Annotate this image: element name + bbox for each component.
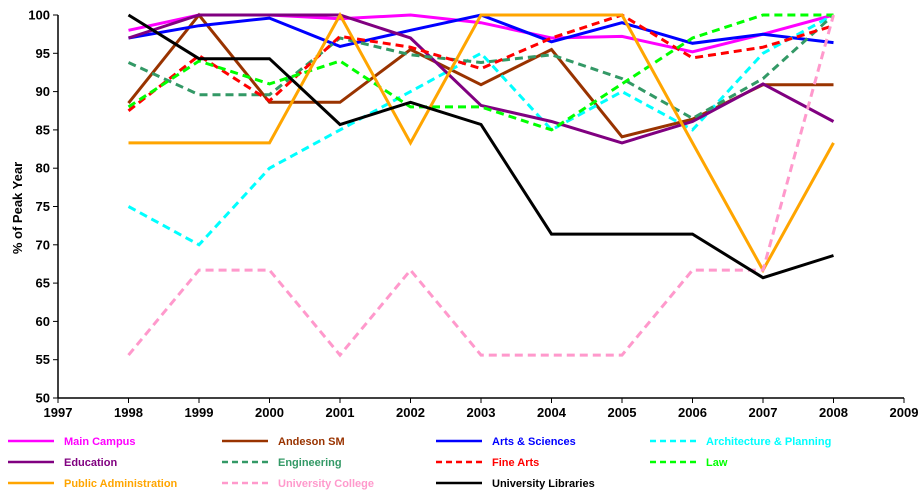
series-line bbox=[127, 13, 835, 247]
legend-label: Public Administration bbox=[64, 478, 178, 490]
legend: Main Campus Andeson SM Arts & Sciences Arch… bbox=[8, 436, 831, 490]
x-tick-label: 2004 bbox=[537, 405, 567, 420]
series-line bbox=[127, 13, 834, 112]
legend-label: Andeson SM bbox=[278, 436, 345, 448]
series-line bbox=[127, 14, 835, 358]
series-line bbox=[127, 13, 834, 132]
x-tick-label: 2008 bbox=[819, 405, 848, 420]
series-layer bbox=[127, 11, 835, 358]
ticks-layer: 50 55 60 65 70 75 80 85 90 95 100 1997 1998 1999 2000 2… bbox=[28, 8, 918, 421]
legend-label: University College bbox=[278, 478, 374, 490]
x-tick-label: 2005 bbox=[608, 405, 637, 420]
y-tick-label: 75 bbox=[36, 199, 50, 214]
x-tick-label: 2001 bbox=[326, 405, 355, 420]
series-line bbox=[127, 13, 835, 121]
series-line bbox=[127, 13, 834, 280]
x-tick-label: 2002 bbox=[396, 405, 425, 420]
x-tick-label: 2007 bbox=[749, 405, 778, 420]
legend-label: Fine Arts bbox=[492, 457, 539, 469]
legend-label: Arts & Sciences bbox=[492, 436, 576, 448]
x-tick-label: 2003 bbox=[467, 405, 496, 420]
series-line bbox=[128, 13, 835, 145]
y-tick-label: 55 bbox=[36, 352, 50, 367]
legend-label: Main Campus bbox=[64, 436, 136, 448]
y-tick-label: 80 bbox=[36, 161, 50, 176]
legend-label: University Libraries bbox=[492, 478, 595, 490]
legend-label: Architecture & Planning bbox=[706, 436, 831, 448]
x-tick-label: 2000 bbox=[255, 405, 284, 420]
x-tick-label: 1999 bbox=[185, 405, 214, 420]
y-tick-label: 90 bbox=[36, 84, 50, 99]
x-tick-label: 2009 bbox=[890, 405, 919, 420]
y-tick-label: 100 bbox=[28, 8, 50, 23]
legend-label: Law bbox=[706, 457, 728, 469]
x-tick-label: 1998 bbox=[114, 405, 143, 420]
series-line bbox=[128, 11, 835, 274]
legend-label: Education bbox=[64, 457, 117, 469]
y-tick-label: 70 bbox=[36, 237, 50, 252]
y-tick-label: 95 bbox=[36, 46, 50, 61]
legend-label: Engineering bbox=[278, 457, 342, 469]
y-tick-label: 85 bbox=[36, 122, 50, 137]
y-tick-label: 65 bbox=[36, 276, 50, 291]
x-tick-label: 2006 bbox=[678, 405, 707, 420]
x-tick-label: 1997 bbox=[44, 405, 73, 420]
y-tick-label: 60 bbox=[36, 314, 50, 329]
y-axis-title: % of Peak Year bbox=[10, 162, 25, 254]
y-tick-label: 50 bbox=[36, 391, 50, 406]
